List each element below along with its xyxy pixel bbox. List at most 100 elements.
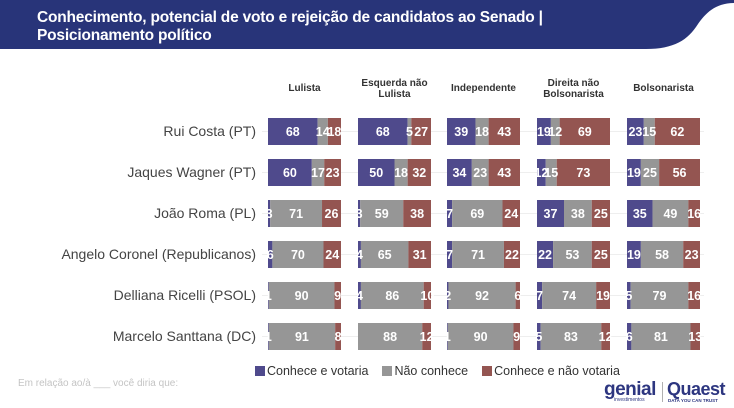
bar-segment <box>447 323 514 350</box>
data-label: 7 <box>446 248 453 262</box>
data-label: 90 <box>474 330 488 344</box>
bar-segment <box>591 200 610 227</box>
bar-segment <box>513 323 520 350</box>
data-label: 65 <box>378 248 392 262</box>
bar-segment <box>537 323 541 350</box>
data-label: 81 <box>654 330 668 344</box>
data-label: 5 <box>625 289 632 303</box>
bar-segment <box>654 118 700 145</box>
bar-segment <box>358 118 408 145</box>
bar-segment <box>688 282 700 309</box>
data-label: 18 <box>327 125 341 139</box>
data-label: 15 <box>642 125 656 139</box>
data-label: 4 <box>356 289 363 303</box>
bar-segment <box>358 159 395 186</box>
bar-segment <box>475 118 489 145</box>
data-label: 25 <box>594 207 608 221</box>
data-label: 43 <box>497 166 511 180</box>
data-label: 68 <box>286 125 300 139</box>
data-label: 25 <box>643 166 657 180</box>
bar-segment <box>556 159 610 186</box>
legend-swatch <box>482 366 493 376</box>
data-label: 23 <box>685 248 699 262</box>
bar-segment <box>627 282 631 309</box>
legend-label: Não conhece <box>394 364 469 378</box>
quaest-logo-tagline: DATA YOU CAN TRUST <box>668 398 718 403</box>
bar-segment <box>394 159 408 186</box>
bar-segment <box>270 200 323 227</box>
bar-segment <box>503 241 520 268</box>
bar-segment <box>452 241 504 268</box>
bar-segment <box>545 159 557 186</box>
title-line-1: Conhecimento, potencial de voto e rejeiç… <box>37 9 543 26</box>
bar-segment <box>447 159 472 186</box>
data-label: 91 <box>295 330 309 344</box>
data-label: 17 <box>311 166 325 180</box>
bar-segment <box>335 323 341 350</box>
data-label: 19 <box>537 125 551 139</box>
data-label: 74 <box>562 289 576 303</box>
bar-segment <box>268 241 273 268</box>
data-label: 71 <box>471 248 485 262</box>
bar-segment <box>268 323 269 350</box>
data-label: 58 <box>655 248 669 262</box>
legend-label: Conhece e não votaria <box>494 364 620 378</box>
bar-segment <box>447 323 448 350</box>
bar-segment <box>403 200 431 227</box>
data-label: 7 <box>446 207 453 221</box>
bar-segment <box>553 241 592 268</box>
bar-segment <box>358 241 361 268</box>
data-label: 23 <box>326 166 340 180</box>
bar-segment <box>502 200 520 227</box>
data-label: 70 <box>291 248 305 262</box>
data-label: 23 <box>473 166 487 180</box>
legend: Conhece e votaria Não conhece Conhece e nã… <box>255 364 620 378</box>
data-label: 3 <box>356 207 363 221</box>
legend-item: Não conhece <box>382 364 468 378</box>
bar-segment <box>471 159 489 186</box>
data-label: 5 <box>535 330 542 344</box>
data-label: 4 <box>356 248 363 262</box>
data-label: 71 <box>289 207 303 221</box>
bar-segment <box>268 282 269 309</box>
bar-segment <box>447 118 476 145</box>
candidate-label: Delliana Ricelli (PSOL) <box>113 287 256 303</box>
data-label: 32 <box>412 166 426 180</box>
bar-segment <box>452 200 503 227</box>
panel-header: Direita não Bolsonarista <box>529 78 619 100</box>
bar-segment <box>652 200 689 227</box>
header-banner: Conhecimento, potencial de voto e rejeiç… <box>0 0 734 50</box>
panel-header: Independente <box>439 83 529 94</box>
bar-segment <box>268 200 271 227</box>
bar-segment <box>627 159 641 186</box>
bar-segment <box>358 282 361 309</box>
quaest-logo: Quaest <box>667 379 726 399</box>
header-background <box>0 0 734 49</box>
candidate-label: Jaques Wagner (PT) <box>127 164 256 180</box>
candidate-label: Rui Costa (PT) <box>163 123 256 139</box>
data-label: 8 <box>335 330 342 344</box>
question-footnote: Em relação ao/à ___ você diria que: <box>18 378 179 389</box>
data-label: 60 <box>283 166 297 180</box>
data-label: 16 <box>687 207 701 221</box>
data-label: 9 <box>513 330 520 344</box>
bar-segment <box>688 200 700 227</box>
data-label: 7 <box>536 289 543 303</box>
data-label: 1 <box>444 330 451 344</box>
data-label: 13 <box>688 330 702 344</box>
data-label: 22 <box>505 248 519 262</box>
data-label: 56 <box>673 166 687 180</box>
data-label: 24 <box>325 248 339 262</box>
data-label: 25 <box>594 248 608 262</box>
data-label: 92 <box>475 289 489 303</box>
data-label: 68 <box>376 125 390 139</box>
panel-header: Esquerda não Lulista <box>350 78 440 100</box>
bar-segment <box>317 118 328 145</box>
bar-segment <box>550 118 560 145</box>
data-label: 49 <box>663 207 677 221</box>
data-label: 19 <box>596 289 610 303</box>
data-label: 43 <box>497 125 511 139</box>
bar-segment <box>537 118 551 145</box>
data-label: 79 <box>653 289 667 303</box>
panel-header-line: Lulista <box>378 89 411 100</box>
